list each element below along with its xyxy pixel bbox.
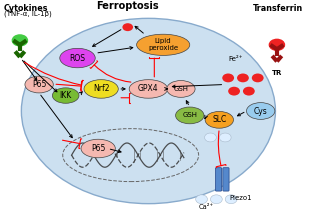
Circle shape <box>228 87 240 95</box>
Circle shape <box>222 73 234 82</box>
Ellipse shape <box>167 81 195 97</box>
Text: GSH: GSH <box>182 112 197 118</box>
Text: Transferrin: Transferrin <box>253 4 304 13</box>
Circle shape <box>205 133 216 142</box>
Text: P65: P65 <box>91 144 105 153</box>
Text: SLC: SLC <box>212 115 227 124</box>
Ellipse shape <box>52 88 79 103</box>
FancyBboxPatch shape <box>216 168 222 191</box>
Ellipse shape <box>129 80 168 98</box>
Circle shape <box>196 195 207 204</box>
Circle shape <box>269 39 285 51</box>
Text: GSH: GSH <box>173 86 188 92</box>
Text: Ca²⁺: Ca²⁺ <box>199 204 214 210</box>
Ellipse shape <box>60 48 95 68</box>
Ellipse shape <box>176 107 204 124</box>
Text: TR: TR <box>272 70 282 76</box>
Circle shape <box>12 34 28 47</box>
Circle shape <box>122 23 133 31</box>
Circle shape <box>237 73 249 82</box>
Ellipse shape <box>81 139 115 158</box>
Circle shape <box>225 195 237 204</box>
Ellipse shape <box>84 80 118 98</box>
Ellipse shape <box>137 34 190 56</box>
Ellipse shape <box>205 111 233 128</box>
Circle shape <box>219 133 231 142</box>
FancyBboxPatch shape <box>223 168 229 191</box>
Text: ROS: ROS <box>70 54 85 63</box>
Text: P65: P65 <box>32 80 46 89</box>
Text: Fe²⁺: Fe²⁺ <box>228 56 243 62</box>
Ellipse shape <box>246 103 275 119</box>
Text: Ferroptosis: Ferroptosis <box>96 1 159 11</box>
Text: Piezo1: Piezo1 <box>230 195 252 201</box>
Text: Lipid
peroxide: Lipid peroxide <box>148 38 178 51</box>
Ellipse shape <box>22 18 275 204</box>
Ellipse shape <box>25 76 53 93</box>
Text: Nrf2: Nrf2 <box>93 84 110 93</box>
Circle shape <box>243 87 255 95</box>
Text: Cys: Cys <box>254 107 268 115</box>
Text: (TNF-α, IL-1β): (TNF-α, IL-1β) <box>4 11 51 17</box>
Text: GPX4: GPX4 <box>138 84 159 93</box>
Text: IKK: IKK <box>60 91 72 100</box>
Circle shape <box>252 73 264 82</box>
Circle shape <box>211 195 222 204</box>
Text: Cytokines: Cytokines <box>4 4 48 13</box>
